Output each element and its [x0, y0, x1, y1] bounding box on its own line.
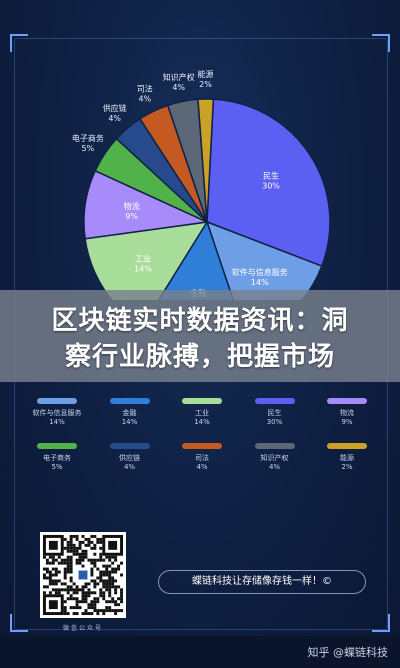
legend-swatch: [254, 443, 295, 449]
legend-item: 知识产权 4%: [244, 443, 306, 472]
legend-item: 工业 14%: [171, 398, 233, 427]
legend-row: 软件与信息服务 14% 金融 14% 工业 14% 民生 30% 物流 9%: [26, 398, 378, 427]
pie-slice-value: 4%: [138, 94, 151, 103]
legend-item: 能源 2%: [316, 443, 378, 472]
legend-item: 金融 14%: [99, 398, 161, 427]
legend-value: 4%: [123, 463, 136, 471]
legend-swatch: [327, 443, 367, 449]
legend-swatch: [182, 443, 222, 449]
corner-decoration: [372, 614, 390, 632]
legend-label: 司法: [195, 454, 209, 462]
legend-label: 供应链: [119, 454, 140, 462]
qr-code[interactable]: [40, 532, 126, 618]
pie-slice-value: 14%: [251, 278, 269, 287]
pie-slice-label: 知识产权: [163, 72, 195, 82]
legend-value: 2%: [341, 463, 353, 471]
legend-value: 5%: [51, 463, 63, 471]
bottom-bar: [0, 636, 400, 668]
pie-slice-label: 电子商务: [72, 133, 104, 143]
legend-label: 工业: [195, 409, 209, 417]
pie-slice-label: 司法: [137, 83, 153, 93]
pie-slice-value: 2%: [199, 80, 212, 89]
legend-item: 电子商务 5%: [26, 443, 88, 472]
legend-label: 能源: [340, 454, 354, 462]
legend-swatch: [327, 398, 367, 404]
legend-swatch: [182, 398, 222, 404]
legend-value: 14%: [49, 418, 65, 426]
legend-value: 14%: [194, 418, 210, 426]
pie-slice-value: 9%: [125, 212, 138, 221]
legend-item: 软件与信息服务 14%: [26, 398, 88, 427]
pie-slice-label: 能源: [198, 69, 214, 79]
pie-slice-label: 供应链: [103, 103, 127, 113]
legend-swatch: [254, 398, 295, 404]
pie-slice-value: 4%: [108, 114, 121, 123]
banner-title-line-2: 察行业脉搏，把握市场: [64, 342, 335, 372]
corner-decoration: [10, 34, 28, 52]
pie-slice: [206, 98, 331, 268]
legend-item: 司法 4%: [171, 443, 233, 472]
zhihu-watermark: 知乎 @蝶链科技: [307, 646, 389, 659]
pie-slice: [157, 220, 235, 300]
pie-slice-label: 工业: [135, 254, 151, 264]
corner-decoration: [372, 34, 390, 52]
legend-label: 软件与信息服务: [32, 409, 82, 417]
corner-decoration: [10, 614, 28, 632]
legend-value: 4%: [196, 463, 208, 471]
pie-slice: [205, 220, 323, 300]
legend-value: 14%: [121, 418, 138, 426]
legend-item: 物流 9%: [316, 398, 378, 427]
legend-swatch: [37, 398, 77, 404]
legend-label: 电子商务: [43, 454, 71, 462]
legend-item: 供应链 4%: [99, 443, 161, 472]
pie-slice: [84, 221, 209, 300]
legend-swatch: [37, 443, 77, 449]
pie-slice-label: 物流: [124, 201, 140, 211]
pie-chart: 民生30%软件与信息服务14%金融14%工业14%物流9%电子商务5%供应链4%…: [72, 69, 331, 300]
legend-label: 物流: [340, 409, 354, 417]
legend-value: 4%: [268, 463, 281, 471]
qr-caption: 微信公众号: [62, 625, 103, 632]
legend-value: 9%: [341, 418, 353, 426]
pie-slice-value: 4%: [172, 83, 185, 92]
legend-label: 金融: [122, 409, 137, 417]
legend-item: 民生 30%: [244, 398, 306, 427]
legend-label: 知识产权: [260, 454, 289, 462]
legend-swatch: [109, 398, 150, 404]
pie-slice-value: 5%: [82, 144, 95, 153]
title-banner: [0, 290, 400, 382]
pie-slice-label: 软件与信息服务: [232, 267, 288, 277]
banner-title-line-1: 区块链实时数据资讯：洞: [51, 306, 349, 336]
pie-slice-label: 民生: [263, 171, 279, 181]
pie-slice: [197, 98, 215, 223]
legend-value: 30%: [266, 418, 283, 426]
slogan-pill: 蝶链科技让存储像存钱一样！©: [158, 570, 366, 594]
legend-label: 民生: [267, 409, 282, 417]
legend-row: 电子商务 5% 供应链 4% 司法 4% 知识产权 4% 能源 2%: [26, 443, 378, 472]
pie-slice-value: 14%: [134, 265, 152, 274]
pie-slice-value: 30%: [262, 182, 280, 191]
chart-legend: 软件与信息服务 14% 金融 14% 工业 14% 民生 30% 物流 9% 电子商务 5% 供应链 4…: [26, 398, 378, 488]
legend-swatch: [109, 443, 150, 449]
